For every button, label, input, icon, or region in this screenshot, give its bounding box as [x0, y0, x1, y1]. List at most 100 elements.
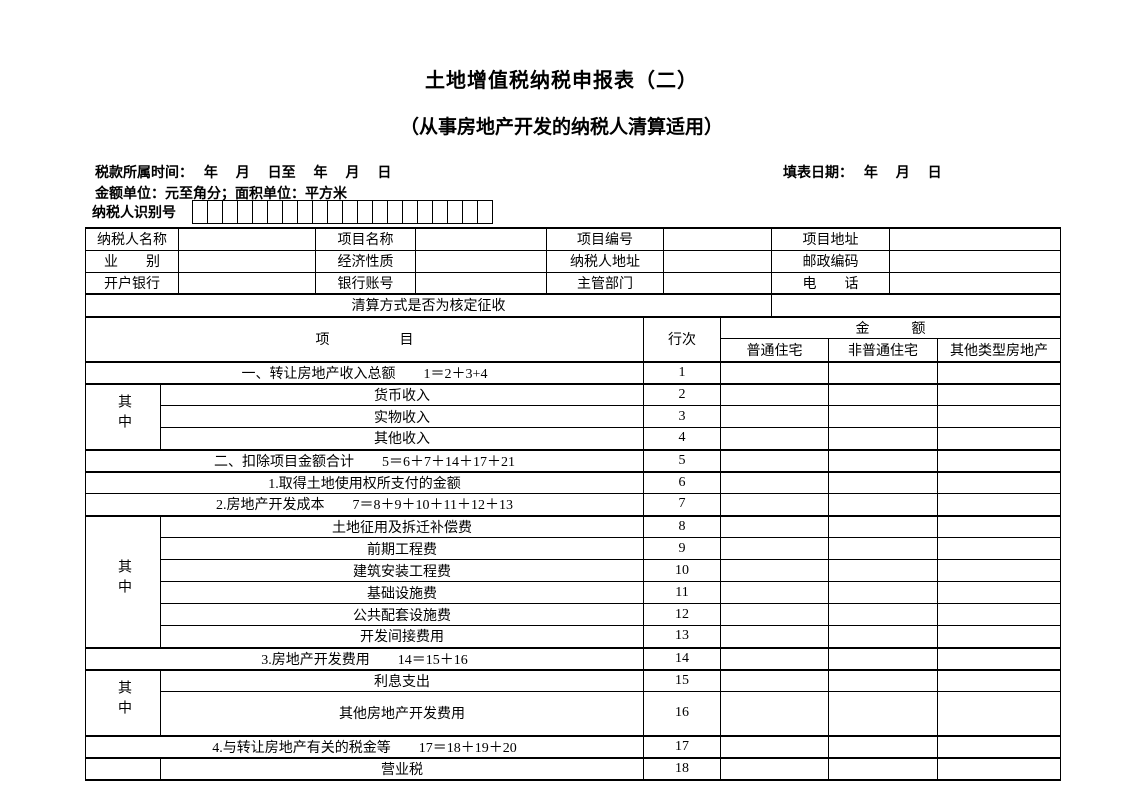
taxpayer-id-box[interactable] [252, 200, 268, 224]
row-9-amount-nonordinary[interactable] [828, 537, 938, 560]
row-6-amount-nonordinary[interactable] [828, 470, 938, 494]
row-16-amount-nonordinary[interactable] [828, 691, 938, 736]
project-number-value[interactable] [663, 227, 772, 251]
row-9-amount-ordinary[interactable] [720, 537, 829, 560]
phone-value[interactable] [889, 271, 1061, 295]
row-6-amount-ordinary[interactable] [720, 470, 829, 494]
row-18-amount-ordinary[interactable] [720, 756, 829, 781]
row-5-amount-nonordinary[interactable] [828, 448, 938, 472]
row-8-amount-nonordinary[interactable] [828, 514, 938, 538]
taxpayer-id-box[interactable] [312, 200, 328, 224]
row-1-amount-nonordinary[interactable] [828, 360, 938, 384]
row-4-amount-other[interactable] [937, 427, 1061, 450]
row-4-amount-nonordinary[interactable] [828, 427, 938, 450]
row-15-amount-nonordinary[interactable] [828, 668, 938, 692]
taxpayer-id-box[interactable] [297, 200, 313, 224]
row-2-amount-ordinary[interactable] [720, 382, 829, 406]
taxpayer-id-box[interactable] [462, 200, 478, 224]
taxpayer-id-box[interactable] [207, 200, 223, 224]
row-3-amount-nonordinary[interactable] [828, 405, 938, 428]
taxpayer-id-box[interactable] [192, 200, 208, 224]
taxpayer-id-box[interactable] [402, 200, 418, 224]
project-address-value[interactable] [889, 227, 1061, 251]
row-2-amount-nonordinary[interactable] [828, 382, 938, 406]
bank-name-value[interactable] [178, 271, 316, 295]
side-label-qizhong-3: 其中 [85, 668, 161, 736]
postal-code-value[interactable] [889, 249, 1061, 273]
row-10-amount-other[interactable] [937, 559, 1061, 582]
row-5-amount-other[interactable] [937, 448, 1061, 472]
taxpayer-id-box[interactable] [432, 200, 448, 224]
header-line-no: 行次 [643, 315, 721, 362]
project-address-label: 项目地址 [771, 227, 890, 251]
row-18-lineno: 18 [643, 756, 721, 781]
taxpayer-id-box[interactable] [342, 200, 358, 224]
bank-name-label: 开户银行 [85, 271, 179, 295]
row-10-amount-ordinary[interactable] [720, 559, 829, 582]
row-6-amount-other[interactable] [937, 470, 1061, 494]
row-2-amount-other[interactable] [937, 382, 1061, 406]
taxpayer-id-box[interactable] [282, 200, 298, 224]
row-14-amount-ordinary[interactable] [720, 646, 829, 670]
row-14-amount-other[interactable] [937, 646, 1061, 670]
taxpayer-name-label: 纳税人名称 [85, 227, 179, 251]
row-15-amount-other[interactable] [937, 668, 1061, 692]
row-13-amount-other[interactable] [937, 625, 1061, 648]
bank-account-label: 银行账号 [315, 271, 416, 295]
industry-label: 业 别 [85, 249, 179, 273]
taxpayer-id-box[interactable] [237, 200, 253, 224]
form-tables: 纳税人名称 项目名称 项目编号 项目地址 业 别 经济性质 纳税人地址 邮政编码 [85, 227, 1061, 781]
row-11-amount-nonordinary[interactable] [828, 581, 938, 604]
row-11-amount-other[interactable] [937, 581, 1061, 604]
row-1-amount-other[interactable] [937, 360, 1061, 384]
row-5-amount-ordinary[interactable] [720, 448, 829, 472]
row-12-amount-other[interactable] [937, 603, 1061, 626]
row-16-amount-other[interactable] [937, 691, 1061, 736]
row-3-amount-other[interactable] [937, 405, 1061, 428]
economic-nature-value[interactable] [415, 249, 547, 273]
row-18-amount-nonordinary[interactable] [828, 756, 938, 781]
taxpayer-id-boxes[interactable] [192, 200, 493, 224]
row-7-amount-ordinary[interactable] [720, 493, 829, 516]
table-row: 实物收入 3 [86, 405, 1061, 428]
row-16-amount-ordinary[interactable] [720, 691, 829, 736]
bank-account-value[interactable] [415, 271, 547, 295]
row-12-amount-nonordinary[interactable] [828, 603, 938, 626]
row-14-amount-nonordinary[interactable] [828, 646, 938, 670]
row-7-amount-other[interactable] [937, 493, 1061, 516]
project-name-value[interactable] [415, 227, 547, 251]
taxpayer-id-box[interactable] [267, 200, 283, 224]
row-4-amount-ordinary[interactable] [720, 427, 829, 450]
side-label-empty-cell [85, 756, 161, 781]
taxpayer-address-value[interactable] [663, 249, 772, 273]
row-7-amount-nonordinary[interactable] [828, 493, 938, 516]
row-12-amount-ordinary[interactable] [720, 603, 829, 626]
row-15-amount-ordinary[interactable] [720, 668, 829, 692]
taxpayer-name-value[interactable] [178, 227, 316, 251]
industry-value[interactable] [178, 249, 316, 273]
row-13-amount-ordinary[interactable] [720, 625, 829, 648]
supervisor-dept-value[interactable] [663, 271, 772, 295]
row-10-amount-nonordinary[interactable] [828, 559, 938, 582]
taxpayer-id-box[interactable] [477, 200, 493, 224]
liquidation-method-value[interactable] [771, 293, 1061, 317]
row-3-amount-ordinary[interactable] [720, 405, 829, 428]
row-8-amount-other[interactable] [937, 514, 1061, 538]
row-1-amount-ordinary[interactable] [720, 360, 829, 384]
taxpayer-id-box[interactable] [327, 200, 343, 224]
taxpayer-id-box[interactable] [372, 200, 388, 224]
taxpayer-id-box[interactable] [447, 200, 463, 224]
row-17-amount-nonordinary[interactable] [828, 734, 938, 758]
taxpayer-id-box[interactable] [222, 200, 238, 224]
row-8-amount-ordinary[interactable] [720, 514, 829, 538]
row-18-amount-other[interactable] [937, 756, 1061, 781]
row-17-amount-other[interactable] [937, 734, 1061, 758]
row-9-amount-other[interactable] [937, 537, 1061, 560]
row-17-amount-ordinary[interactable] [720, 734, 829, 758]
taxpayer-id-box[interactable] [417, 200, 433, 224]
taxpayer-id-box[interactable] [387, 200, 403, 224]
row-11-amount-ordinary[interactable] [720, 581, 829, 604]
taxpayer-id-box[interactable] [357, 200, 373, 224]
row-13-amount-nonordinary[interactable] [828, 625, 938, 648]
